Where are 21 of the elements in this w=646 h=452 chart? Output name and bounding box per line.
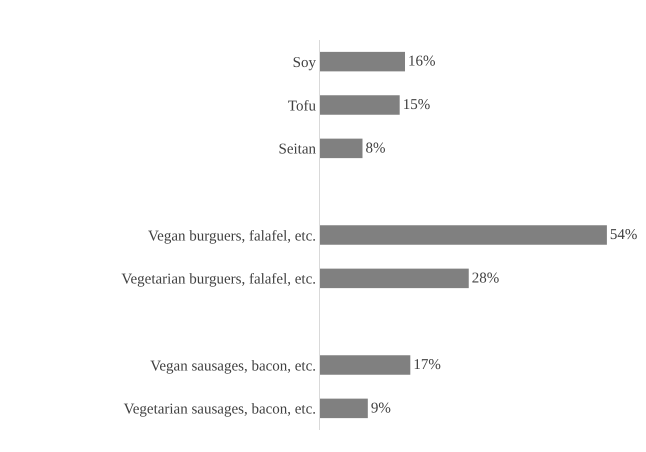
data-label: 17% [413, 357, 441, 373]
bar [320, 398, 368, 418]
y-tick-label: Vegan sausages, bacon, etc. [150, 358, 316, 374]
data-label: 8% [366, 140, 386, 156]
data-label: 28% [472, 270, 500, 286]
data-label: 16% [408, 54, 436, 70]
bar [320, 52, 406, 72]
y-tick-label: Tofu [288, 98, 316, 114]
y-tick-label: Vegetarian burguers, falafel, etc. [121, 272, 316, 288]
bar [320, 225, 607, 245]
y-tick-label: Vegetarian sausages, bacon, etc. [124, 402, 316, 418]
bar [320, 138, 362, 158]
y-tick-label: Seitan [278, 142, 316, 158]
data-label: 15% [402, 97, 430, 113]
bar [320, 95, 400, 115]
y-tick-label: Vegan burguers, falafel, etc. [148, 228, 316, 244]
data-label: 54% [610, 227, 638, 243]
bar [320, 355, 410, 375]
data-label: 9% [370, 400, 391, 416]
bar [320, 268, 469, 288]
y-tick-label: Soy [292, 54, 316, 71]
